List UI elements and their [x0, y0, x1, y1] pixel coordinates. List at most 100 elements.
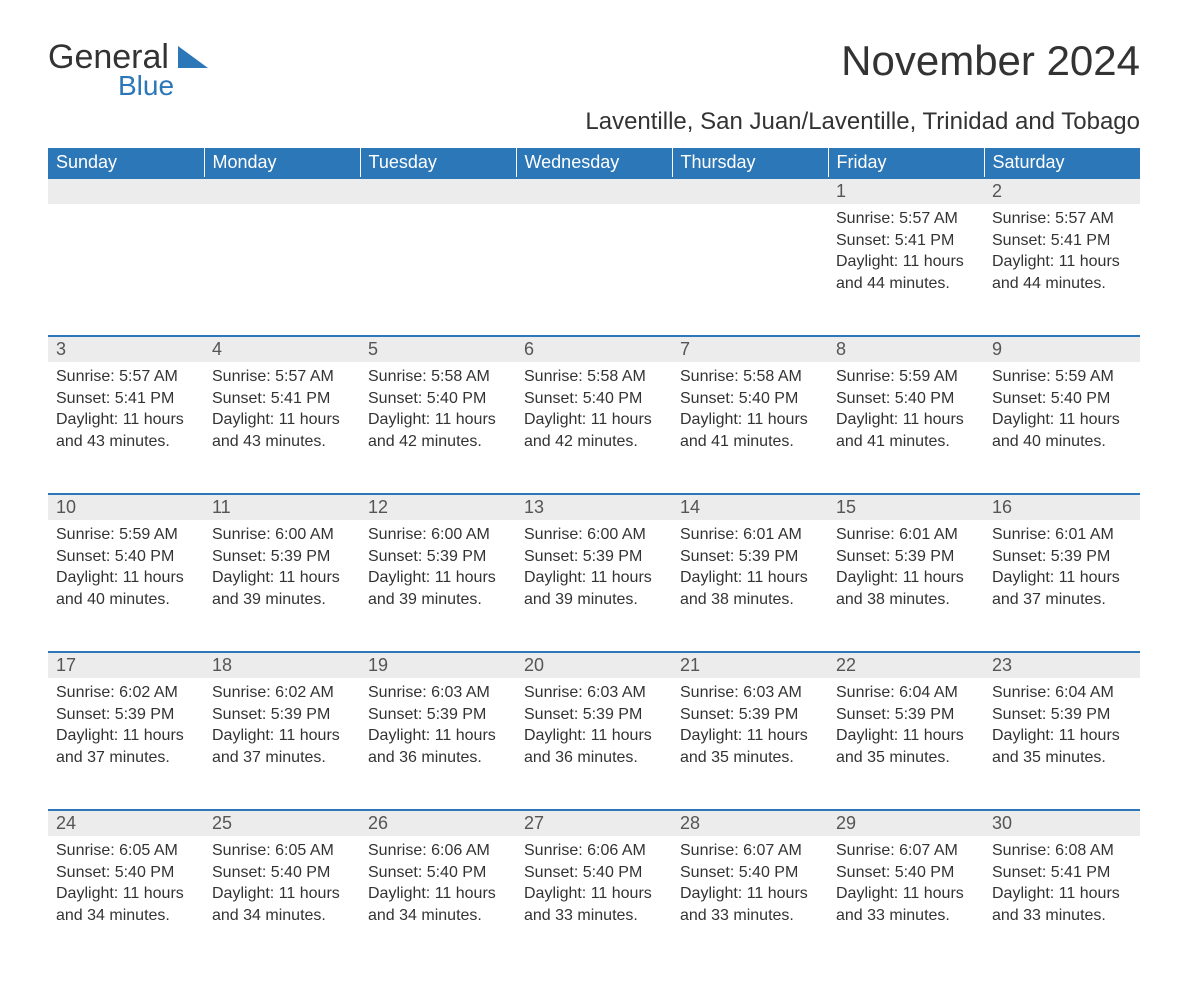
daylight-text: Daylight: 11 hours and 33 minutes.	[680, 883, 820, 926]
sunset-text: Sunset: 5:39 PM	[836, 704, 976, 726]
daylight-text: Daylight: 11 hours and 42 minutes.	[368, 409, 508, 452]
day-number: 1	[828, 179, 984, 204]
sunrise-text: Sunrise: 6:00 AM	[524, 524, 664, 546]
sunset-text: Sunset: 5:41 PM	[836, 230, 976, 252]
sunrise-text: Sunrise: 5:59 AM	[992, 366, 1132, 388]
sunset-text: Sunset: 5:40 PM	[368, 862, 508, 884]
day-number	[48, 179, 204, 204]
sunrise-text: Sunrise: 5:57 AM	[212, 366, 352, 388]
sunrise-text: Sunrise: 6:02 AM	[56, 682, 196, 704]
daylight-text: Daylight: 11 hours and 35 minutes.	[680, 725, 820, 768]
day-header-row: SundayMondayTuesdayWednesdayThursdayFrid…	[48, 148, 1140, 178]
day-cell: Sunrise: 6:01 AMSunset: 5:39 PMDaylight:…	[828, 520, 984, 620]
sunset-text: Sunset: 5:39 PM	[56, 704, 196, 726]
day-number: 16	[984, 495, 1140, 520]
week-content-row: Sunrise: 6:02 AMSunset: 5:39 PMDaylight:…	[48, 678, 1140, 810]
week-content-row: Sunrise: 5:59 AMSunset: 5:40 PMDaylight:…	[48, 520, 1140, 652]
daylight-text: Daylight: 11 hours and 40 minutes.	[56, 567, 196, 610]
day-cell: Sunrise: 6:04 AMSunset: 5:39 PMDaylight:…	[984, 678, 1140, 778]
sunrise-text: Sunrise: 5:58 AM	[524, 366, 664, 388]
day-number: 3	[48, 337, 204, 362]
sunrise-text: Sunrise: 6:08 AM	[992, 840, 1132, 862]
day-header: Thursday	[672, 148, 828, 178]
day-number: 9	[984, 337, 1140, 362]
day-number: 10	[48, 495, 204, 520]
daylight-text: Daylight: 11 hours and 38 minutes.	[680, 567, 820, 610]
day-header: Friday	[828, 148, 984, 178]
day-cell: Sunrise: 5:59 AMSunset: 5:40 PMDaylight:…	[828, 362, 984, 462]
daylight-text: Daylight: 11 hours and 37 minutes.	[212, 725, 352, 768]
day-number: 21	[672, 653, 828, 678]
day-header: Saturday	[984, 148, 1140, 178]
day-cell: Sunrise: 6:03 AMSunset: 5:39 PMDaylight:…	[516, 678, 672, 778]
sunrise-text: Sunrise: 6:00 AM	[368, 524, 508, 546]
sunrise-text: Sunrise: 6:03 AM	[680, 682, 820, 704]
sunset-text: Sunset: 5:39 PM	[680, 704, 820, 726]
week-daynum-row: 3456789	[48, 336, 1140, 362]
day-cell: Sunrise: 5:57 AMSunset: 5:41 PMDaylight:…	[204, 362, 360, 462]
day-number: 19	[360, 653, 516, 678]
day-number: 25	[204, 811, 360, 836]
day-number: 28	[672, 811, 828, 836]
day-cell: Sunrise: 6:07 AMSunset: 5:40 PMDaylight:…	[672, 836, 828, 936]
day-number: 6	[516, 337, 672, 362]
day-cell: Sunrise: 6:00 AMSunset: 5:39 PMDaylight:…	[204, 520, 360, 620]
sunrise-text: Sunrise: 6:02 AM	[212, 682, 352, 704]
week-content-row: Sunrise: 5:57 AMSunset: 5:41 PMDaylight:…	[48, 204, 1140, 336]
day-number: 18	[204, 653, 360, 678]
day-cell: Sunrise: 5:58 AMSunset: 5:40 PMDaylight:…	[672, 362, 828, 462]
day-cell: Sunrise: 5:58 AMSunset: 5:40 PMDaylight:…	[516, 362, 672, 462]
sunrise-text: Sunrise: 5:57 AM	[836, 208, 976, 230]
sunset-text: Sunset: 5:40 PM	[680, 862, 820, 884]
sunrise-text: Sunrise: 5:57 AM	[992, 208, 1132, 230]
day-cell: Sunrise: 6:06 AMSunset: 5:40 PMDaylight:…	[516, 836, 672, 936]
sunrise-text: Sunrise: 6:00 AM	[212, 524, 352, 546]
daylight-text: Daylight: 11 hours and 35 minutes.	[836, 725, 976, 768]
week-daynum-row: 12	[48, 178, 1140, 204]
day-cell: Sunrise: 6:07 AMSunset: 5:40 PMDaylight:…	[828, 836, 984, 936]
sunset-text: Sunset: 5:40 PM	[524, 862, 664, 884]
day-cell: Sunrise: 5:57 AMSunset: 5:41 PMDaylight:…	[984, 204, 1140, 304]
day-cell: Sunrise: 6:05 AMSunset: 5:40 PMDaylight:…	[204, 836, 360, 936]
sunrise-text: Sunrise: 6:05 AM	[56, 840, 196, 862]
sunset-text: Sunset: 5:40 PM	[56, 862, 196, 884]
logo: General Blue	[48, 40, 208, 100]
day-number: 17	[48, 653, 204, 678]
day-cell: Sunrise: 6:02 AMSunset: 5:39 PMDaylight:…	[204, 678, 360, 778]
sunrise-text: Sunrise: 6:01 AM	[680, 524, 820, 546]
day-cell: Sunrise: 5:57 AMSunset: 5:41 PMDaylight:…	[828, 204, 984, 304]
day-cell: Sunrise: 6:05 AMSunset: 5:40 PMDaylight:…	[48, 836, 204, 936]
daylight-text: Daylight: 11 hours and 36 minutes.	[368, 725, 508, 768]
sunrise-text: Sunrise: 5:57 AM	[56, 366, 196, 388]
day-cell: Sunrise: 6:01 AMSunset: 5:39 PMDaylight:…	[984, 520, 1140, 620]
sunrise-text: Sunrise: 6:06 AM	[368, 840, 508, 862]
day-header: Wednesday	[516, 148, 672, 178]
sunset-text: Sunset: 5:40 PM	[836, 388, 976, 410]
day-cell: Sunrise: 6:06 AMSunset: 5:40 PMDaylight:…	[360, 836, 516, 936]
day-header: Sunday	[48, 148, 204, 178]
day-number: 29	[828, 811, 984, 836]
sunrise-text: Sunrise: 6:03 AM	[368, 682, 508, 704]
daylight-text: Daylight: 11 hours and 43 minutes.	[56, 409, 196, 452]
sunrise-text: Sunrise: 5:59 AM	[836, 366, 976, 388]
daylight-text: Daylight: 11 hours and 34 minutes.	[56, 883, 196, 926]
sunrise-text: Sunrise: 6:07 AM	[680, 840, 820, 862]
sunrise-text: Sunrise: 6:06 AM	[524, 840, 664, 862]
daylight-text: Daylight: 11 hours and 39 minutes.	[524, 567, 664, 610]
day-number: 14	[672, 495, 828, 520]
daylight-text: Daylight: 11 hours and 35 minutes.	[992, 725, 1132, 768]
day-cell: Sunrise: 6:00 AMSunset: 5:39 PMDaylight:…	[516, 520, 672, 620]
logo-main: General	[48, 40, 174, 74]
sunset-text: Sunset: 5:41 PM	[56, 388, 196, 410]
day-number	[360, 179, 516, 204]
day-number: 2	[984, 179, 1140, 204]
week-content-row: Sunrise: 6:05 AMSunset: 5:40 PMDaylight:…	[48, 836, 1140, 968]
daylight-text: Daylight: 11 hours and 33 minutes.	[992, 883, 1132, 926]
day-cell: Sunrise: 5:57 AMSunset: 5:41 PMDaylight:…	[48, 362, 204, 462]
daylight-text: Daylight: 11 hours and 40 minutes.	[992, 409, 1132, 452]
month-title: November 2024	[841, 40, 1140, 82]
daylight-text: Daylight: 11 hours and 42 minutes.	[524, 409, 664, 452]
sunset-text: Sunset: 5:40 PM	[56, 546, 196, 568]
daylight-text: Daylight: 11 hours and 44 minutes.	[992, 251, 1132, 294]
sunset-text: Sunset: 5:39 PM	[992, 704, 1132, 726]
